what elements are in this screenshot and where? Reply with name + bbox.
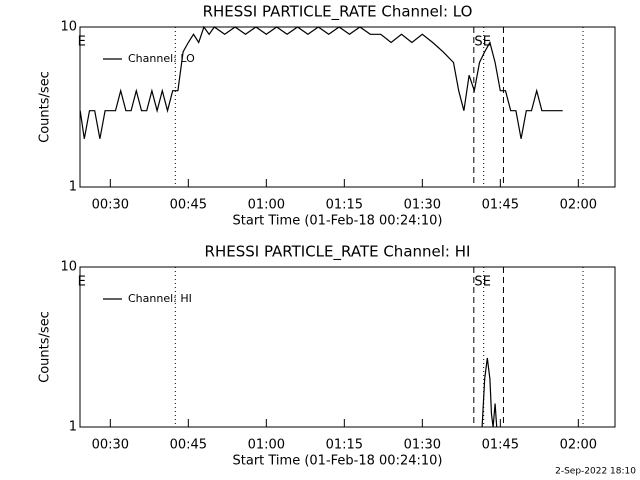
series-line: [481, 357, 498, 428]
x-tick-label: 01:30: [404, 438, 441, 453]
x-tick-label: 01:15: [326, 438, 363, 453]
x-tick-label: 00:45: [170, 198, 207, 213]
footer: 2-Sep-2022 18:10: [555, 467, 636, 477]
y-axis-label: Counts/sec: [38, 311, 53, 383]
annotation: S: [474, 275, 482, 290]
x-tick-label: 02:00: [560, 198, 597, 213]
x-axis-label: Start Time (01-Feb-18 00:24:10): [233, 214, 443, 229]
chart-title: RHESSI PARTICLE_RATE Channel: LO: [203, 3, 473, 22]
x-tick-label: 01:30: [404, 198, 441, 213]
x-tick-label: 00:30: [92, 438, 129, 453]
annotation: S: [474, 35, 482, 50]
x-tick-label: 01:45: [482, 198, 519, 213]
x-tick-label: 01:00: [248, 198, 285, 213]
y-tick-label: 10: [60, 260, 77, 275]
y-tick-label: 10: [60, 20, 77, 35]
annotation: E: [483, 275, 491, 290]
legend-label: Channel: HI: [128, 292, 192, 305]
legend-label: Channel: LO: [128, 52, 195, 65]
y-tick-label: 1: [69, 420, 77, 435]
annotation: E: [78, 35, 86, 50]
y-axis-label: Counts/sec: [38, 71, 53, 143]
x-axis-label: Start Time (01-Feb-18 00:24:10): [233, 454, 443, 469]
y-tick-label: 1: [69, 180, 77, 195]
x-tick-label: 01:15: [326, 198, 363, 213]
x-tick-label: 01:45: [482, 438, 519, 453]
annotation: E: [483, 35, 491, 50]
x-tick-label: 01:00: [248, 438, 285, 453]
x-tick-label: 00:45: [170, 438, 207, 453]
x-tick-label: 00:30: [92, 198, 129, 213]
annotation: E: [78, 275, 86, 290]
chart-title: RHESSI PARTICLE_RATE Channel: HI: [205, 243, 471, 262]
series-line: [79, 25, 563, 139]
plot-frame: [79, 266, 616, 428]
plot-frame: [79, 26, 616, 188]
x-tick-label: 02:00: [560, 438, 597, 453]
